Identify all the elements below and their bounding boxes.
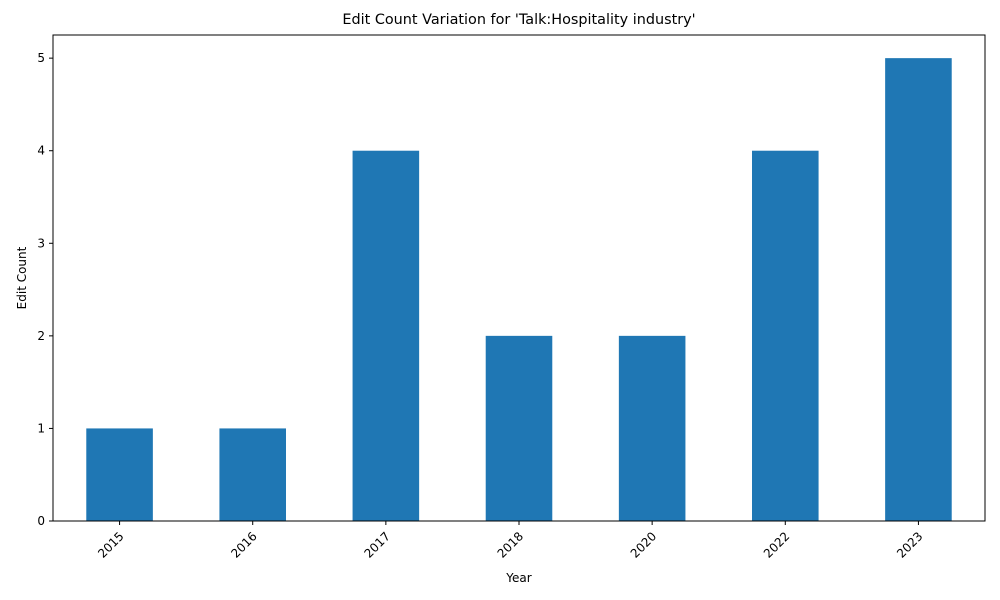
y-tick-label: 0 xyxy=(37,514,45,528)
y-axis-ticks: 0 1 2 3 4 5 xyxy=(37,51,53,528)
bar-2023 xyxy=(885,58,952,522)
bars xyxy=(86,58,952,522)
bar-2018 xyxy=(485,335,553,521)
plot-frame xyxy=(52,34,986,522)
bar-2017 xyxy=(352,150,420,521)
y-tick-label: 4 xyxy=(37,144,45,158)
y-axis-label: Edit Count xyxy=(15,246,29,309)
y-tick-label: 2 xyxy=(37,329,45,343)
bar-2020 xyxy=(618,335,686,521)
bar-2022 xyxy=(752,150,819,521)
bar-2016 xyxy=(219,428,286,521)
x-axis-label: Year xyxy=(505,571,531,585)
chart-title: Edit Count Variation for 'Talk:Hospitali… xyxy=(342,12,695,28)
y-tick-label: 3 xyxy=(37,236,45,250)
bar-2015 xyxy=(86,428,153,521)
y-tick-label: 1 xyxy=(37,421,45,435)
y-tick-label: 5 xyxy=(37,51,45,65)
